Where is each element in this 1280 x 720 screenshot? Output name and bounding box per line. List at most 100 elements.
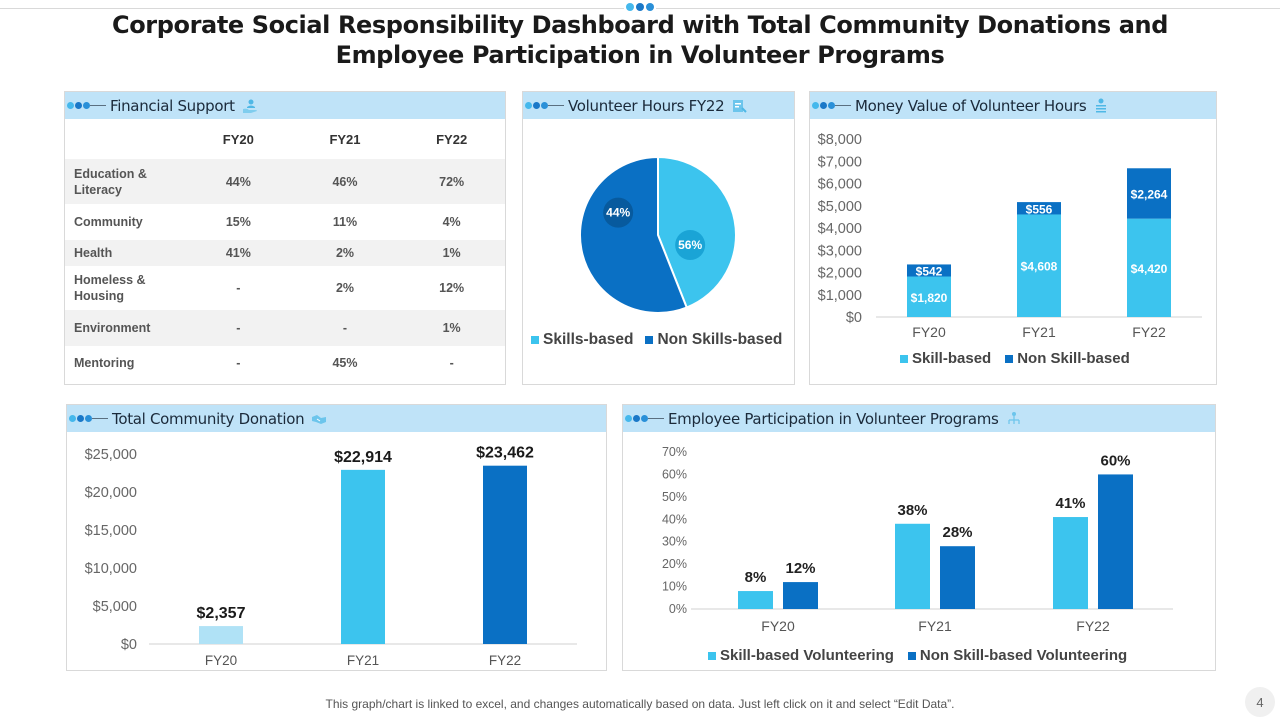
legend-label: Skills-based xyxy=(543,331,634,348)
financial-support-table: FY20 FY21 FY22 Education & Literacy 44% … xyxy=(65,119,505,380)
bar-non-skill-based-volunteering xyxy=(1098,474,1133,609)
y-tick-label: 10% xyxy=(662,580,687,594)
table-cell: - xyxy=(185,310,292,346)
legend-label: Non Skills-based xyxy=(657,331,783,348)
panel-title: Money Value of Volunteer Hours xyxy=(855,96,1087,115)
table-cell: 12% xyxy=(439,281,465,295)
table-row: Health 41% 2% 1% xyxy=(65,240,505,266)
bar-data-label: $1,820 xyxy=(911,291,948,305)
header-dots-icon xyxy=(812,102,835,109)
y-tick-label: $5,000 xyxy=(93,599,137,615)
bar-non-skill-based xyxy=(1017,202,1061,215)
pie-data-label: 56% xyxy=(678,238,702,252)
x-tick-label: FY20 xyxy=(205,653,237,668)
y-tick-label: 0% xyxy=(669,602,687,616)
page-title: Corporate Social Responsibility Dashboar… xyxy=(0,10,1280,70)
y-tick-label: $20,000 xyxy=(85,485,137,501)
y-tick-label: $0 xyxy=(121,637,137,653)
y-tick-label: $4,000 xyxy=(818,221,862,237)
legend-item-skills-based: Skills-based xyxy=(531,331,633,349)
panel-title: Total Community Donation xyxy=(112,409,305,428)
footer-note: This graph/chart is linked to excel, and… xyxy=(325,697,955,711)
legend-item-non-skill-based-volunteering: Non Skill-based Volunteering xyxy=(907,647,1128,664)
table-cell: 1% xyxy=(398,240,505,266)
bar-fy22 xyxy=(483,465,527,644)
team-network-icon xyxy=(1007,411,1020,424)
row-label: Environment xyxy=(65,310,185,346)
table-cell: - xyxy=(236,356,241,370)
y-tick-label: 40% xyxy=(662,512,687,526)
legend-item-skill-based-volunteering: Skill-based Volunteering xyxy=(708,647,894,664)
bar-data-label: $4,608 xyxy=(1021,260,1058,274)
y-tick-label: $15,000 xyxy=(85,523,137,539)
bar-data-label: 41% xyxy=(1055,495,1085,512)
panel-header: Employee Participation in Volunteer Prog… xyxy=(623,405,1215,432)
bar-data-label: $2,357 xyxy=(197,605,246,622)
page-number: 4 xyxy=(1245,687,1275,717)
bar-data-label: $23,462 xyxy=(476,445,534,462)
pie-legend: Skills-based Non Skills-based xyxy=(531,331,782,349)
legend-item-non-skills-based: Non Skills-based xyxy=(645,331,782,349)
y-tick-label: $6,000 xyxy=(818,177,862,193)
table-row: Mentoring - 45% - xyxy=(65,346,505,380)
handshake-icon xyxy=(312,414,327,424)
y-tick-label: $3,000 xyxy=(818,243,862,259)
table-row: Homeless & Housing - 2% 12% xyxy=(65,266,505,310)
panel-header: Money Value of Volunteer Hours xyxy=(810,92,1216,119)
bar-non-skill-based-volunteering xyxy=(783,582,818,609)
bar-data-label: 38% xyxy=(897,502,927,519)
y-tick-label: 20% xyxy=(662,557,687,571)
bar-skill-based xyxy=(1017,214,1061,317)
x-tick-label: FY20 xyxy=(761,618,795,634)
bar-skill-based xyxy=(907,276,951,317)
bar-data-label: 28% xyxy=(942,524,972,541)
row-label: Homeless & Housing xyxy=(74,273,146,303)
y-tick-label: $2,000 xyxy=(818,266,862,282)
table-cell: 44% xyxy=(185,159,292,204)
y-tick-label: 50% xyxy=(662,490,687,504)
employee-participation-chart: 0% 10% 20% 30% 40% 50% 60% 70% 8% 12% FY20 38% 28% FY… xyxy=(662,445,1173,634)
financial-support-panel: Financial Support FY20 FY21 FY22 Educati… xyxy=(64,91,506,385)
legend-label: Skill-based Volunteering xyxy=(720,647,894,664)
legend-label: Non Skill-based Volunteering xyxy=(919,647,1128,664)
y-tick-label: 60% xyxy=(662,467,687,481)
bar-data-label: 12% xyxy=(785,560,815,577)
y-tick-label: $25,000 xyxy=(85,447,137,463)
y-tick-label: 70% xyxy=(662,445,687,459)
table-cell: - xyxy=(449,356,454,370)
page-title-line-2: Employee Participation in Volunteer Prog… xyxy=(335,41,945,69)
row-label: Education & Literacy xyxy=(65,159,185,204)
table-cell: - xyxy=(291,310,399,346)
bar-skill-based-volunteering xyxy=(895,523,930,609)
legend-swatch xyxy=(907,651,916,660)
header-dots-icon xyxy=(67,102,90,109)
table-cell: 4% xyxy=(442,215,461,229)
report-chart-icon xyxy=(733,99,748,113)
header-dots-icon xyxy=(69,415,92,422)
x-tick-label: FY22 xyxy=(1076,618,1110,634)
volunteer-hours-panel: Volunteer Hours FY22 56% 44% Skills-based… xyxy=(522,91,795,385)
community-donation-panel: Total Community Donation $0 $5,000 $10,000… xyxy=(66,404,607,671)
table-cell: 2% xyxy=(291,240,399,266)
table-cell: 1% xyxy=(398,310,505,346)
table-cell: 2% xyxy=(335,281,355,295)
legend-swatch xyxy=(645,336,654,344)
table-row: Education & Literacy 44% 46% 72% xyxy=(65,159,505,204)
column-header: FY21 xyxy=(329,131,361,147)
x-tick-label: FY22 xyxy=(489,653,521,668)
table-row: Environment - - 1% xyxy=(65,310,505,346)
panel-header: Financial Support xyxy=(65,92,505,119)
bar-non-skill-based xyxy=(1127,168,1171,219)
bar-data-label: $22,914 xyxy=(334,449,392,466)
x-tick-label: FY22 xyxy=(1132,324,1166,340)
x-tick-label: FY21 xyxy=(918,618,952,634)
row-label: Mentoring xyxy=(74,356,135,370)
bar-data-label: $4,420 xyxy=(1131,262,1168,276)
legend-swatch xyxy=(900,354,908,363)
panel-header: Volunteer Hours FY22 xyxy=(523,92,794,119)
bar-skill-based-volunteering xyxy=(1053,517,1088,609)
bar-data-label: 60% xyxy=(1100,452,1130,469)
column-header: FY20 xyxy=(222,131,254,147)
y-tick-label: $10,000 xyxy=(85,561,137,577)
y-tick-label: $1,000 xyxy=(818,288,862,304)
